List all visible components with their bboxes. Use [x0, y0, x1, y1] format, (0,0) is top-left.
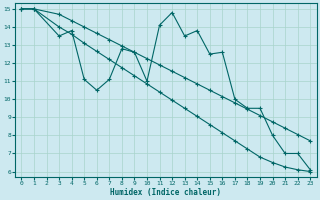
X-axis label: Humidex (Indice chaleur): Humidex (Indice chaleur) — [110, 188, 221, 197]
